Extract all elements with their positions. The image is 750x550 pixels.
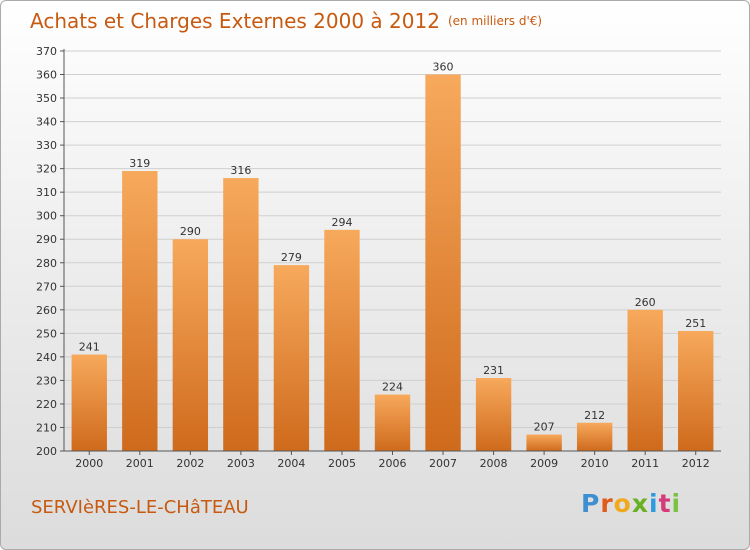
- y-tick-label: 280: [36, 257, 57, 270]
- y-tick-label: 200: [36, 445, 57, 458]
- bar-2008: [475, 378, 512, 451]
- bar-2010: [576, 422, 613, 451]
- logo-letter: o: [613, 489, 632, 518]
- logo-letter: r: [600, 489, 614, 518]
- y-tick-label: 250: [36, 327, 57, 340]
- y-tick-label: 330: [36, 139, 57, 152]
- y-tick-label: 230: [36, 374, 57, 387]
- bar-value-label: 316: [230, 164, 251, 177]
- bar-2001: [122, 171, 158, 451]
- x-tick-label: 2006: [379, 457, 407, 470]
- bar-value-labels: 241 319 290 316 279 294 224 360 231 207 212 260 251: [79, 61, 706, 434]
- bar-value-label: 260: [635, 296, 656, 309]
- logo-letter: i: [649, 489, 659, 518]
- y-tick-label: 290: [36, 233, 57, 246]
- x-tick-label: 2001: [126, 457, 154, 470]
- bar-value-label: 319: [129, 157, 150, 170]
- x-tick-label: 2009: [530, 457, 558, 470]
- x-tick-label: 2012: [682, 457, 710, 470]
- bar-2009: [526, 434, 562, 451]
- bar-value-label: 290: [180, 225, 201, 238]
- x-tick-label: 2005: [328, 457, 356, 470]
- bar-2000: [71, 354, 107, 451]
- bar-2004: [273, 265, 310, 451]
- axes: [63, 49, 721, 452]
- x-tick-label: 2010: [581, 457, 609, 470]
- bars: [71, 74, 714, 451]
- bar-2003: [223, 178, 259, 451]
- chart-subtitle: (en milliers d'€): [447, 14, 543, 28]
- bar-2002: [172, 239, 209, 451]
- y-tick-label: 340: [36, 116, 57, 129]
- logo-letter: i: [671, 489, 682, 518]
- chart-title: Achats et Charges Externes 2000 à 2012 (e…: [30, 9, 542, 33]
- y-tick-label: 300: [36, 210, 57, 223]
- y-tick-label: 210: [36, 421, 57, 434]
- bar-value-label: 251: [685, 317, 706, 330]
- y-tick-label: 360: [36, 69, 57, 82]
- bar-value-label: 360: [433, 61, 454, 74]
- proxiti-logo: Proxiti: [581, 489, 681, 519]
- y-tick-label: 320: [36, 163, 57, 176]
- bar-2012: [678, 331, 714, 451]
- logo-letter: t: [658, 489, 672, 518]
- x-tick-label: 2007: [429, 457, 457, 470]
- bar-value-label: 207: [534, 421, 555, 434]
- y-tick-label: 240: [36, 351, 57, 364]
- y-axis-ticks: 200 210 220 230 240 250 260 270 280 290 300 310 320 3…: [36, 45, 64, 458]
- bar-2007: [425, 74, 461, 451]
- x-tick-label: 2008: [480, 457, 508, 470]
- bar-value-label: 212: [584, 409, 605, 422]
- bar-value-label: 294: [331, 216, 352, 229]
- x-tick-label: 2004: [277, 457, 305, 470]
- x-axis-ticks: 2000 2001 2002 2003 2004 2005 2006 2007 2008 2009…: [75, 451, 710, 470]
- x-tick-label: 2000: [75, 457, 103, 470]
- bar-2005: [324, 229, 360, 451]
- bar-2011: [627, 309, 663, 451]
- y-tick-label: 270: [36, 280, 57, 293]
- y-tick-label: 310: [36, 186, 57, 199]
- y-tick-label: 260: [36, 304, 57, 317]
- bar-value-label: 231: [483, 364, 504, 377]
- y-tick-label: 220: [36, 398, 57, 411]
- logo-letter: x: [631, 489, 649, 518]
- place-name: SERVIèRES-LE-CHâTEAU: [31, 497, 249, 518]
- x-tick-label: 2011: [631, 457, 659, 470]
- y-tick-label: 350: [36, 92, 57, 105]
- chart-title-text: Achats et Charges Externes 2000 à 2012: [30, 9, 440, 33]
- bar-value-label: 241: [79, 341, 100, 354]
- bar-2006: [374, 394, 411, 451]
- bar-value-label: 224: [382, 381, 403, 394]
- logo-letter: P: [581, 489, 601, 518]
- x-tick-label: 2003: [227, 457, 255, 470]
- x-tick-label: 2002: [176, 457, 204, 470]
- bar-value-label: 279: [281, 251, 302, 264]
- y-tick-label: 370: [36, 45, 57, 58]
